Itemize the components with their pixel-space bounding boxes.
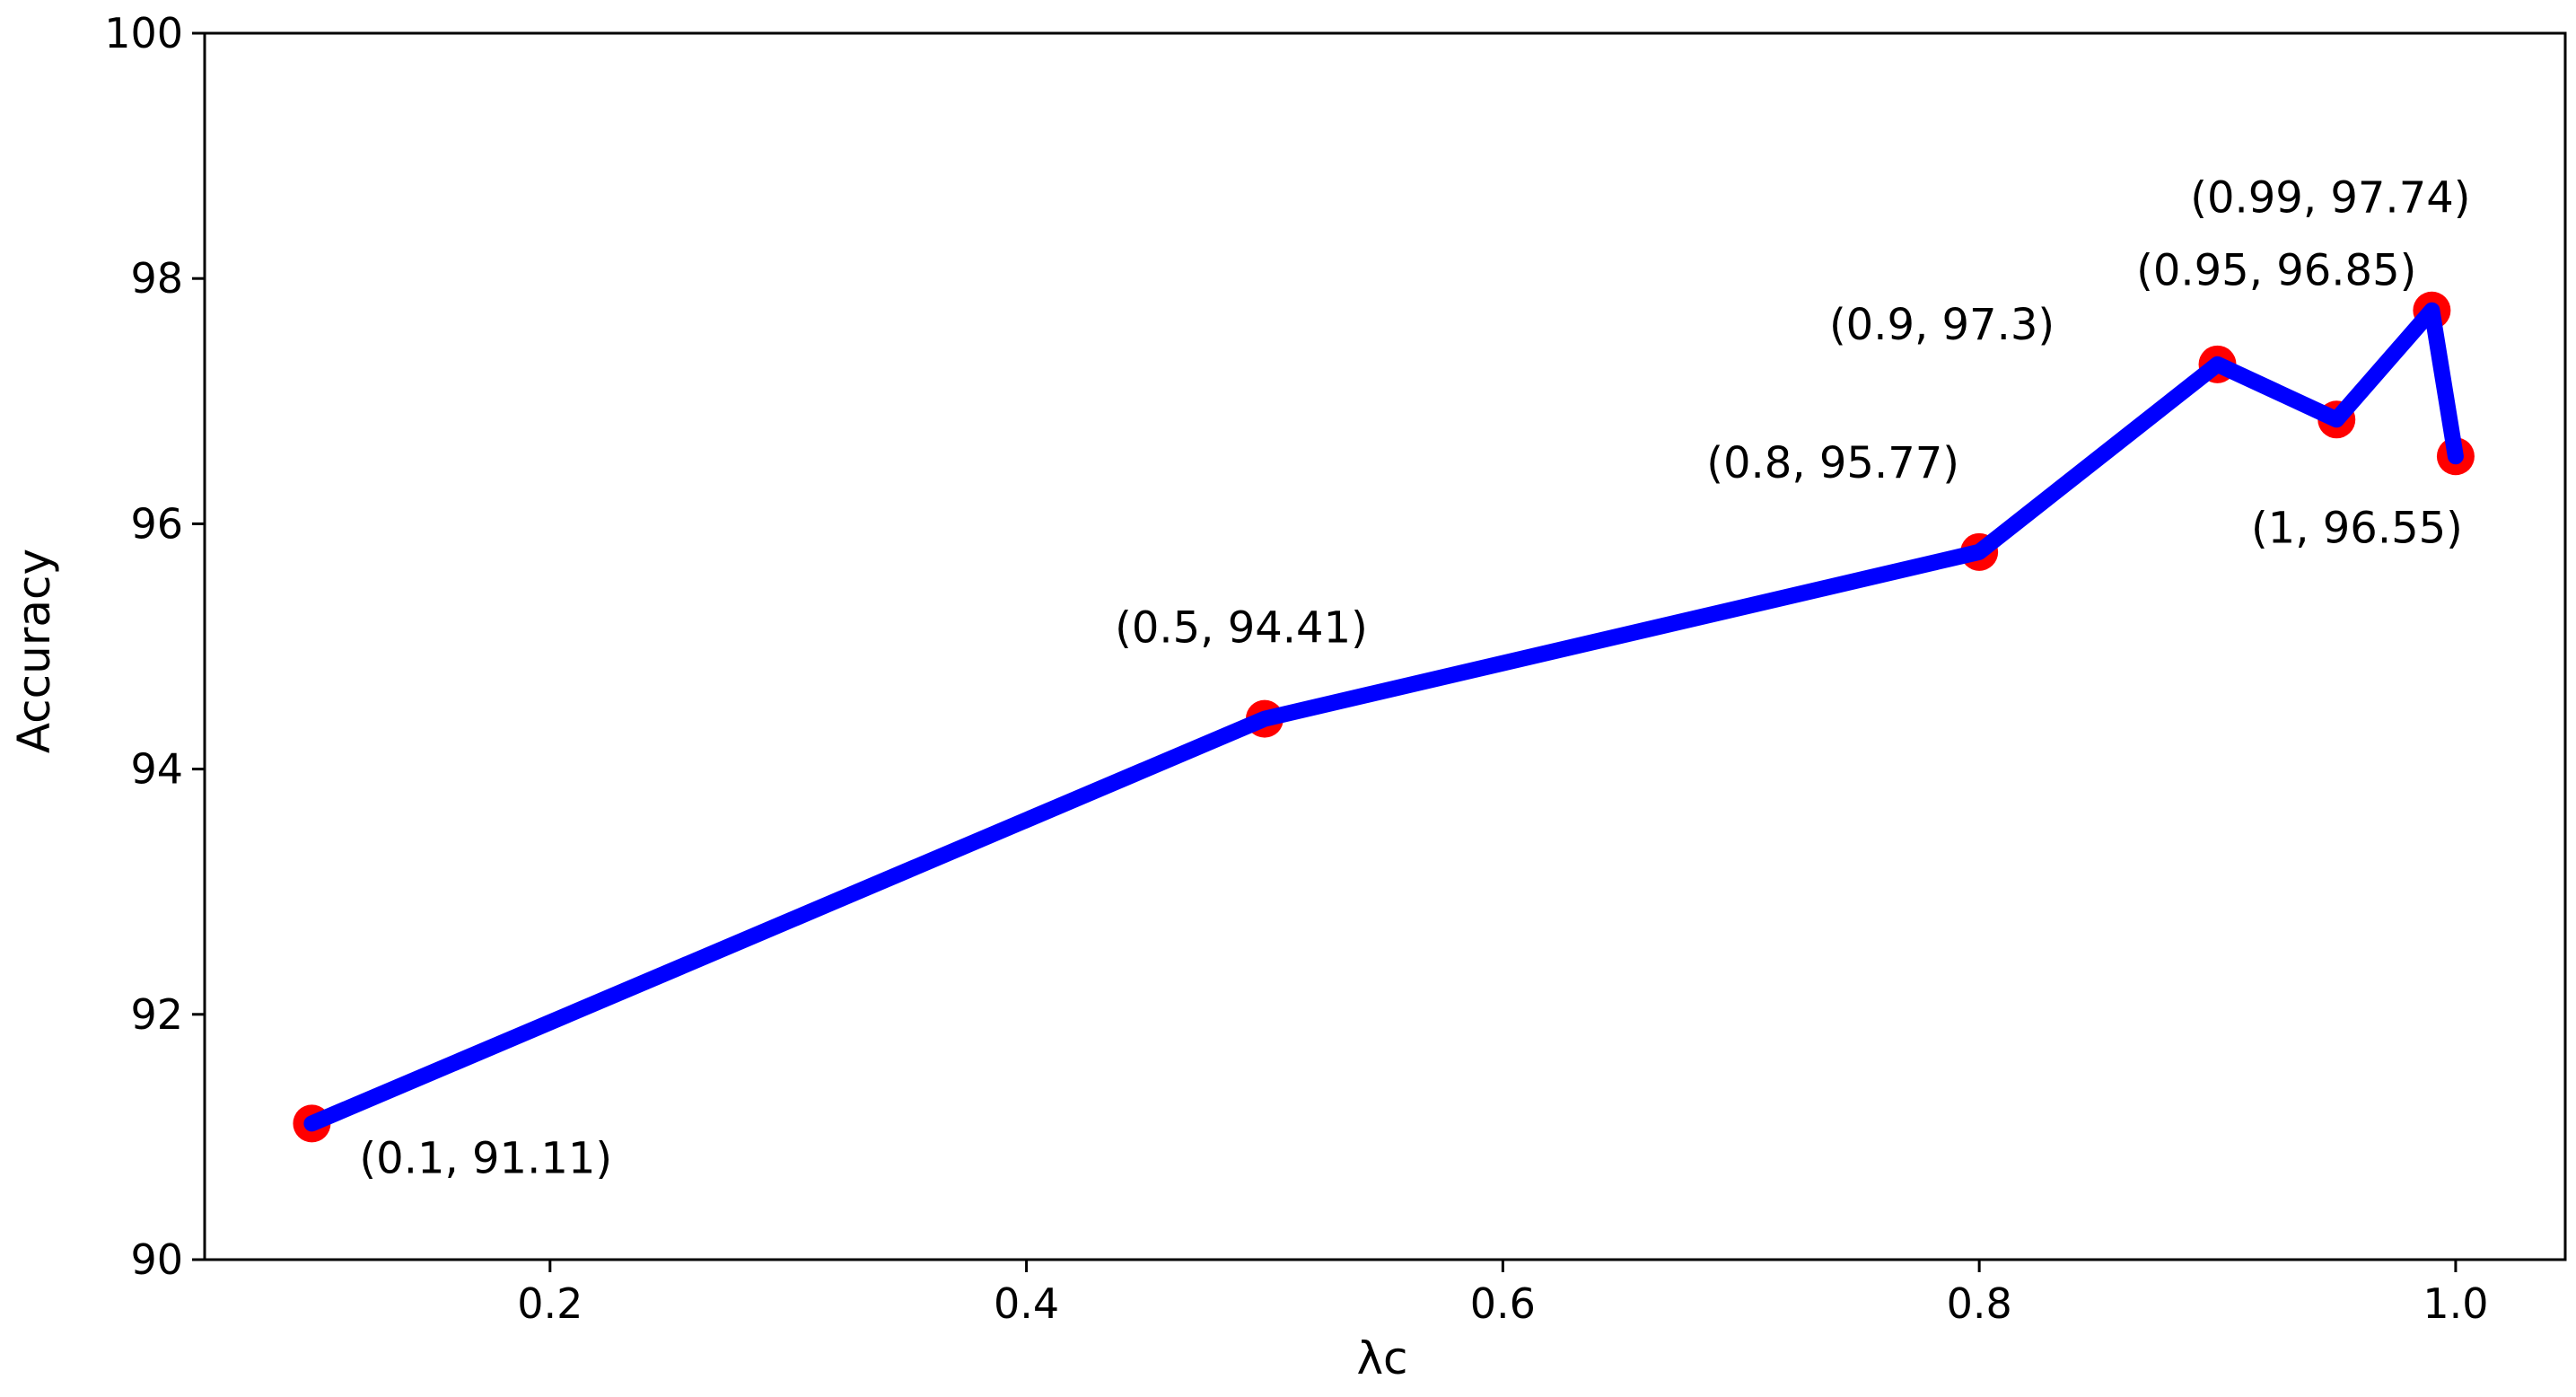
- y-tick-label: 98: [130, 254, 183, 303]
- y-tick-label: 90: [130, 1235, 183, 1284]
- x-tick-label: 0.4: [994, 1279, 1059, 1328]
- x-tick-label: 0.2: [517, 1279, 583, 1328]
- y-tick-label: 92: [130, 990, 183, 1039]
- marks-layer: [293, 291, 2475, 1143]
- labels-layer: (0.1, 91.11) (0.5, 94.41) (0.8, 95.77) (0.9…: [359, 173, 2470, 1184]
- data-label: (0.9, 97.3): [1829, 300, 2055, 350]
- data-label: (1, 96.55): [2251, 503, 2463, 553]
- data-label: (0.99, 97.74): [2190, 173, 2470, 224]
- x-tick-label: 0.8: [1947, 1279, 2012, 1328]
- y-tick-label: 96: [130, 499, 183, 548]
- data-label: (0.1, 91.11): [359, 1133, 612, 1183]
- y-tick-label: 94: [130, 745, 183, 794]
- data-label: (0.5, 94.41): [1115, 603, 1368, 654]
- axes-layer: 90 92 94 96 98 100 0.2 0.4 0.6 0.8 1.0: [104, 9, 2567, 1328]
- data-label: (0.8, 95.77): [1706, 438, 1959, 488]
- data-label: (0.95, 96.85): [2136, 245, 2416, 295]
- y-axis-title: Accuracy: [8, 549, 60, 753]
- y-tick-label: 100: [104, 9, 183, 57]
- x-tick-label: 1.0: [2423, 1279, 2488, 1328]
- x-tick-label: 0.6: [1470, 1279, 1536, 1328]
- plot-frame: [203, 31, 2567, 1261]
- x-axis-title: λc: [1356, 1332, 1407, 1384]
- series-line: [303, 302, 2464, 1132]
